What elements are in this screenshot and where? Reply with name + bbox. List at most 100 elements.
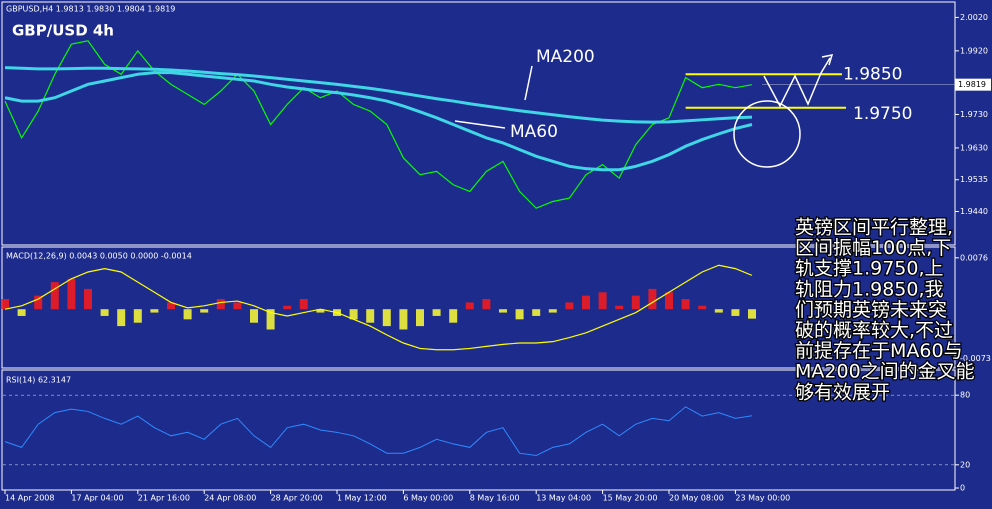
- x-tick-label: 15 May 20:00: [603, 494, 658, 503]
- plot-layer: 2.0020 1.9920 1.9730 1.9630 1.9535 1.9440 1.98…: [1, 13, 991, 503]
- rsi-panel: [1, 369, 956, 491]
- x-tick-label: 1 May 12:00: [337, 494, 387, 503]
- x-tick-label: 6 May 00:00: [403, 494, 453, 503]
- histogram-bar: [133, 309, 142, 323]
- histogram-bar: [449, 309, 458, 323]
- y-tick-label: 1.9920: [960, 46, 988, 55]
- x-tick-label: 24 Apr 08:00: [204, 494, 256, 503]
- histogram-bar: [615, 305, 624, 310]
- histogram-bar: [598, 292, 607, 310]
- forecast-arrow: [763, 57, 831, 108]
- highlight-circle: [733, 100, 801, 168]
- annotation-text: 破的概率较大,不过: [795, 320, 953, 342]
- histogram-bar: [698, 305, 707, 310]
- annotation-text: 们预期英镑未来突: [795, 299, 947, 321]
- annotation-text: 够有效展开: [795, 381, 890, 403]
- histogram-bar: [399, 309, 408, 330]
- annotation-text: 区间振幅100点,下: [795, 237, 951, 259]
- price-box: [955, 78, 991, 91]
- y-tick-label: 1.9730: [960, 110, 988, 119]
- histogram-bar: [117, 309, 126, 327]
- pointer: [454, 120, 506, 129]
- histogram-bar: [283, 305, 292, 310]
- histogram-bar: [515, 309, 524, 320]
- histogram-bar: [748, 309, 756, 319]
- histogram-bar: [465, 302, 474, 310]
- histogram-bar: [366, 309, 375, 323]
- x-tick-label: 13 May 04:00: [536, 494, 591, 503]
- histogram-bar: [167, 302, 175, 310]
- y-tick-label: -0.0073: [960, 354, 991, 363]
- rsi-title: RSI(14) 62.3147: [6, 376, 71, 385]
- histogram-bar: [250, 309, 258, 323]
- histogram-bar: [266, 309, 275, 330]
- x-tick-label: 14 Apr 2008: [5, 494, 54, 503]
- moving-average: [4, 66, 753, 124]
- x-tick-label: 20 May 08:00: [669, 494, 724, 503]
- histogram-bar: [648, 288, 657, 310]
- pair-label: GBP/USD 4h: [12, 22, 114, 40]
- histogram-bar: [17, 309, 26, 316]
- ma200-label: MA200: [536, 47, 595, 67]
- histogram-bar: [432, 309, 441, 316]
- level-label: 1.9750: [853, 104, 912, 124]
- histogram-bar: [532, 309, 541, 316]
- y-tick-label: 0: [960, 484, 965, 493]
- histogram-bar: [233, 302, 242, 310]
- x-tick-label: 17 Apr 04:00: [71, 494, 123, 503]
- histogram-bar: [183, 309, 192, 320]
- annotation-text: MA200之间的金叉能: [795, 361, 975, 383]
- arrow-head: [821, 54, 834, 66]
- moving-average: [4, 71, 753, 172]
- y-tick-label: 20: [960, 460, 970, 469]
- pointer: [524, 65, 533, 101]
- y-tick-label: 80: [960, 391, 970, 400]
- histogram-bar: [482, 299, 491, 310]
- rsi-line: [4, 406, 753, 457]
- ma60-label: MA60: [510, 122, 558, 142]
- histogram-bar: [582, 295, 590, 310]
- histogram-bar: [150, 309, 159, 313]
- histogram-bar: [316, 309, 325, 313]
- histogram-bar: [565, 302, 574, 310]
- x-tick-label: 23 May 00:00: [735, 494, 790, 503]
- y-tick-label: 1.9440: [960, 207, 988, 216]
- signal-line: [4, 264, 753, 351]
- histogram-bar: [382, 309, 391, 327]
- annotation-text: 英镑区间平行整理,: [795, 217, 953, 239]
- histogram-bar: [499, 309, 507, 313]
- histogram-bar: [34, 295, 43, 310]
- y-tick-label: 1.9535: [960, 175, 988, 184]
- histogram-bar: [681, 299, 690, 310]
- annotation-text: 轨支撑1.9750,上: [795, 258, 944, 280]
- histogram-bar: [216, 299, 225, 310]
- histogram-bar: [665, 292, 673, 310]
- histogram-bar: [548, 309, 557, 313]
- macd-title: MACD(12,26,9) 0.0043 0.0050 0.0000 -0.00…: [6, 252, 192, 261]
- histogram-bar: [1, 299, 9, 310]
- histogram-bar: [349, 309, 358, 320]
- histogram-bar: [714, 309, 723, 313]
- x-tick-label: 28 Apr 20:00: [271, 494, 323, 503]
- price-line: [4, 40, 753, 209]
- chart-title: GBPUSD,H4 1.9813 1.9830 1.9804 1.9819: [6, 5, 175, 14]
- y-tick-label: 2.0020: [960, 13, 988, 22]
- histogram-bar: [416, 309, 424, 327]
- histogram-bar: [100, 309, 109, 316]
- annotation-text: 前提存在于MA60与: [795, 340, 963, 362]
- x-tick-label: 8 May 16:00: [470, 494, 520, 503]
- histogram-bar: [299, 299, 308, 310]
- histogram-bar: [50, 282, 59, 310]
- histogram-bar: [631, 295, 640, 310]
- level-label: 1.9850: [843, 64, 902, 84]
- x-tick-label: 21 Apr 16:00: [138, 494, 190, 503]
- price-box-label: 1.9819: [958, 80, 986, 89]
- price-panel: [1, 1, 956, 246]
- histogram-bar: [731, 309, 740, 316]
- y-tick-label: 1.9630: [960, 143, 988, 152]
- annotation-text: 轨阻力1.9850,我: [795, 278, 944, 300]
- histogram-bar: [67, 278, 76, 310]
- y-tick-label: 0.0076: [960, 253, 988, 262]
- histogram-bar: [200, 309, 209, 313]
